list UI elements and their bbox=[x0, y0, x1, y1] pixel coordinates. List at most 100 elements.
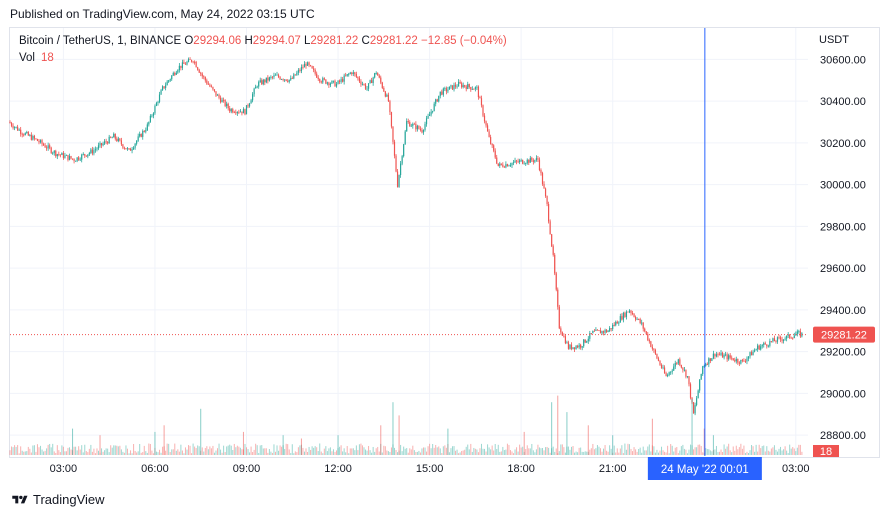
candle-body bbox=[62, 153, 65, 158]
candle-body bbox=[546, 196, 548, 205]
candle-body bbox=[755, 349, 757, 351]
candle-body bbox=[337, 80, 339, 84]
currency-label[interactable]: USDT bbox=[819, 34, 849, 46]
volume-bar bbox=[448, 452, 450, 455]
volume-bar bbox=[795, 451, 797, 455]
volume-bar bbox=[798, 444, 800, 455]
candle-body bbox=[198, 69, 200, 73]
volume-bar bbox=[487, 444, 489, 455]
volume-bar bbox=[232, 450, 234, 455]
symbol-legend: Bitcoin / TetherUS, 1, BINANCE O29294.06… bbox=[19, 35, 507, 47]
candle-body bbox=[265, 77, 267, 83]
volume-bar bbox=[149, 443, 151, 455]
candle-body bbox=[544, 188, 547, 197]
candle-body bbox=[216, 94, 219, 96]
volume-bar bbox=[400, 444, 402, 455]
volume-bar bbox=[230, 445, 232, 455]
volume-bar bbox=[82, 452, 84, 455]
candle-body bbox=[64, 155, 66, 158]
candle-body bbox=[232, 109, 234, 113]
candle-body bbox=[605, 329, 608, 333]
volume-bar bbox=[661, 446, 663, 455]
volume-bar bbox=[613, 445, 615, 455]
candle-body bbox=[396, 171, 399, 187]
volume-bar bbox=[224, 452, 226, 455]
volume-bar bbox=[256, 445, 258, 455]
candle-body bbox=[403, 144, 405, 157]
candle-body bbox=[525, 163, 527, 165]
volume-bar bbox=[735, 445, 737, 455]
candle-body bbox=[280, 79, 283, 80]
candle-body bbox=[465, 86, 467, 89]
candle-body bbox=[116, 138, 118, 142]
volume-bar bbox=[268, 449, 270, 455]
volume-bar bbox=[671, 445, 673, 455]
tradingview-footer[interactable]: TradingView bbox=[11, 492, 105, 507]
candle-body bbox=[314, 69, 316, 74]
volume-bar bbox=[726, 446, 728, 455]
candle-body bbox=[378, 75, 380, 78]
volume-bar bbox=[110, 445, 112, 455]
candle-body bbox=[648, 340, 650, 342]
candle-body bbox=[483, 115, 486, 122]
volume-bar bbox=[723, 444, 725, 455]
candle-body bbox=[268, 77, 270, 81]
candle-body bbox=[142, 131, 144, 137]
candle-body bbox=[67, 154, 69, 160]
candle-body bbox=[519, 160, 521, 163]
volume-bar bbox=[325, 446, 327, 455]
candle-body bbox=[439, 91, 441, 96]
candle-body bbox=[680, 365, 682, 368]
volume-bar bbox=[192, 443, 194, 455]
volume-bar bbox=[44, 450, 46, 455]
candle-body bbox=[206, 80, 208, 84]
candle-body bbox=[679, 359, 681, 366]
candle-body bbox=[352, 72, 354, 74]
candle-body bbox=[215, 91, 217, 96]
volume-bar bbox=[14, 445, 16, 455]
volume-bar bbox=[616, 448, 618, 455]
candle-body bbox=[607, 330, 609, 333]
volume-bar bbox=[697, 444, 699, 455]
volume-bar bbox=[58, 450, 60, 455]
candle-body bbox=[366, 88, 368, 90]
candle-body bbox=[558, 306, 560, 329]
candle-body bbox=[595, 329, 597, 332]
volume-bar bbox=[433, 447, 435, 455]
volume-bar bbox=[38, 447, 40, 455]
volume-bar bbox=[531, 443, 533, 455]
candle-body bbox=[700, 374, 702, 380]
candle-body bbox=[285, 79, 287, 81]
volume-bar bbox=[183, 453, 185, 455]
candle-body bbox=[294, 74, 296, 76]
volume-bar bbox=[157, 452, 159, 455]
candle-body bbox=[123, 147, 126, 149]
candle-body bbox=[386, 94, 388, 97]
candle-body bbox=[743, 360, 745, 362]
symbol-name[interactable]: Bitcoin / TetherUS, 1, BINANCE bbox=[19, 35, 182, 47]
volume-bar bbox=[307, 451, 309, 455]
volume-bar bbox=[329, 447, 331, 455]
volume-bar bbox=[332, 449, 334, 455]
candle-body bbox=[424, 124, 426, 130]
candle-body bbox=[287, 80, 289, 82]
candle-body bbox=[390, 112, 393, 127]
candle-body bbox=[628, 310, 631, 313]
candle-body bbox=[148, 121, 150, 125]
volume-bar bbox=[27, 446, 29, 455]
volume-bar bbox=[690, 444, 692, 455]
volume-bar bbox=[59, 452, 61, 455]
volume-bar bbox=[682, 444, 684, 455]
volume-bar bbox=[294, 451, 296, 455]
candle-body bbox=[154, 105, 156, 114]
volume-bar bbox=[595, 448, 597, 455]
candle-body bbox=[509, 165, 512, 167]
candle-body bbox=[38, 141, 40, 143]
volume-bar bbox=[397, 452, 399, 455]
candle-body bbox=[239, 111, 241, 113]
volume-bar bbox=[416, 451, 418, 455]
candle-body bbox=[760, 346, 762, 350]
volume-bar bbox=[639, 447, 641, 455]
candle-body bbox=[65, 154, 68, 156]
